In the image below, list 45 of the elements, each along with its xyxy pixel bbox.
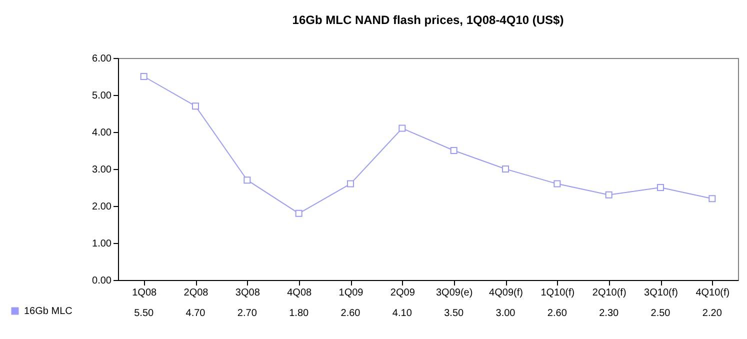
y-tick-label: 1.00 <box>92 238 112 250</box>
data-label: 2.60 <box>547 308 568 319</box>
x-tick-label: 4Q08 <box>287 288 312 298</box>
x-tick-label: 1Q09 <box>338 288 364 298</box>
data-label: 1.80 <box>289 308 309 319</box>
data-label: 2.70 <box>237 308 258 319</box>
point <box>657 184 664 191</box>
point <box>192 102 199 110</box>
x-tick-label: 2Q10(f) <box>592 288 626 298</box>
x-tick-label: 3Q08 <box>235 288 260 298</box>
legend-label: 16Gb MLC <box>24 306 72 317</box>
point <box>554 180 561 188</box>
data-label: 3.00 <box>496 308 516 319</box>
data-label: 4.70 <box>186 308 206 319</box>
x-tick-label: 3Q10(f) <box>644 288 678 298</box>
data-label: 4.10 <box>392 308 412 319</box>
x-tick-label: 1Q10(f) <box>540 288 575 298</box>
point <box>295 210 302 217</box>
x-tick-label: 2Q09 <box>390 288 416 298</box>
data-label: 3.50 <box>444 308 464 319</box>
point <box>605 191 612 198</box>
y-tick-label: 0.00 <box>92 276 112 286</box>
data-label: 2.60 <box>340 308 361 319</box>
y-tick-label: 4.00 <box>92 128 112 138</box>
point <box>244 176 251 184</box>
x-tick-label: 4Q09(f) <box>489 288 523 298</box>
chart-title: 16Gb MLC NAND flash prices, 1Q08-4Q10 (US$) <box>292 13 564 27</box>
point <box>347 180 354 188</box>
x-tick-label: 2Q08 <box>184 288 209 298</box>
y-tick-label: 6.00 <box>92 54 112 64</box>
point <box>502 166 509 172</box>
y-tick-label: 3.00 <box>92 164 112 176</box>
y-tick-label: 2.00 <box>92 202 112 212</box>
point <box>708 195 716 202</box>
point <box>140 73 148 80</box>
x-tick-label: 3Q09(e) <box>436 288 473 298</box>
data-label: 2.20 <box>702 308 722 319</box>
data-label: 5.50 <box>134 308 154 319</box>
x-tick-label: 1Q08 <box>132 288 157 298</box>
point <box>450 147 458 154</box>
point <box>398 124 406 132</box>
data-label: 2.50 <box>650 308 671 319</box>
x-tick-label: 4Q10(f) <box>696 288 730 298</box>
data-label: 2.30 <box>599 308 619 319</box>
y-tick-label: 5.00 <box>92 90 112 102</box>
